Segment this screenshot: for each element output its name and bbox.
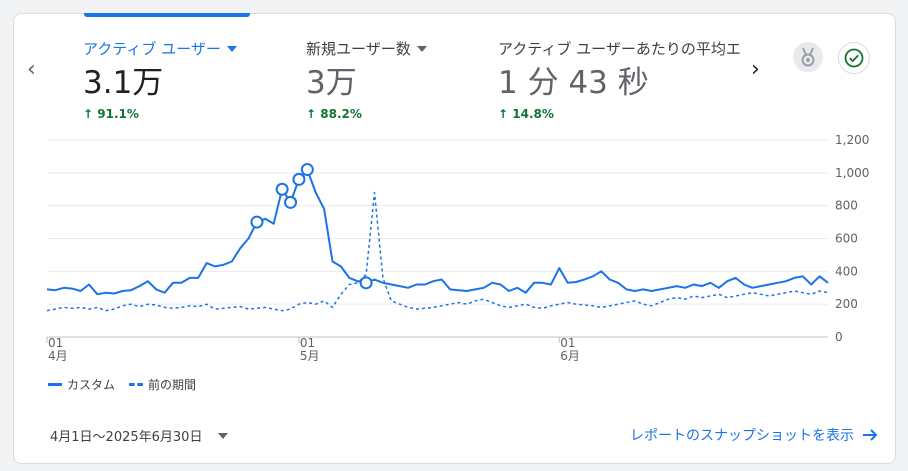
caret-down-icon xyxy=(226,45,237,52)
next-arrow-icon[interactable]: › xyxy=(751,57,760,82)
metric-tab-new-users[interactable]: 新規ユーザー数 3万 ↑ 88.2% xyxy=(306,38,427,121)
metric-delta: ↑ 88.2% xyxy=(306,107,362,121)
arrow-up-icon: ↑ xyxy=(306,107,317,121)
arrow-up-icon: ↑ xyxy=(83,107,94,121)
metric-label: 新規ユーザー数 xyxy=(306,38,427,59)
y-tick-label: 800 xyxy=(835,199,858,213)
date-range-label: 4月1日～2025年6月30日 xyxy=(50,430,203,445)
y-tick-label: 1,000 xyxy=(835,166,869,180)
metric-tab-avg-engagement[interactable]: アクティブ ユーザーあたりの平均エ 1 分 43 秒 ↑ 14.8% xyxy=(498,38,740,121)
y-tick-label: 600 xyxy=(835,232,858,246)
x-tick-day: 01 xyxy=(300,336,315,350)
y-tick-label: 400 xyxy=(835,264,858,278)
y-tick-label: 1,200 xyxy=(835,133,869,147)
metric-value: 3万 xyxy=(306,65,357,101)
active-metric-indicator xyxy=(84,13,250,17)
y-tick-label: 200 xyxy=(835,297,858,311)
x-tick-month: 6月 xyxy=(560,349,580,363)
caret-down-icon xyxy=(218,432,229,439)
metric-tab-active-users[interactable]: アクティブ ユーザー 3.1万 ↑ 91.1% xyxy=(83,38,237,121)
prev-arrow-icon[interactable]: ‹ xyxy=(27,57,36,82)
series-line-previous xyxy=(46,191,829,312)
chart-legend: カスタム 前の期間 xyxy=(48,376,196,393)
check-glyph xyxy=(844,48,864,68)
y-tick-label: 0 xyxy=(835,330,843,344)
x-tick-day: 01 xyxy=(560,336,575,350)
arrow-up-icon: ↑ xyxy=(498,107,509,121)
date-range-selector[interactable]: 4月1日～2025年6月30日 xyxy=(50,426,229,445)
x-tick-month: 4月 xyxy=(48,349,68,363)
data-point-marker xyxy=(275,182,289,196)
legend-dashed-swatch xyxy=(129,383,144,386)
metric-delta: ↑ 14.8% xyxy=(498,107,554,121)
caret-down-icon xyxy=(416,45,427,52)
data-point-marker xyxy=(359,276,373,290)
check-circle-icon[interactable] xyxy=(838,42,870,74)
data-point-marker xyxy=(250,215,264,229)
view-report-snapshot-link[interactable]: レポートのスナップショットを表示 xyxy=(630,425,878,445)
x-tick-day: 01 xyxy=(48,336,63,350)
legend-solid-swatch xyxy=(48,383,62,386)
arrow-right-icon xyxy=(863,429,878,441)
medal-glyph xyxy=(801,47,815,67)
x-tick-month: 5月 xyxy=(300,349,320,363)
data-point-marker xyxy=(292,172,306,186)
data-point-marker xyxy=(284,195,298,209)
series-line-current xyxy=(46,168,829,296)
metric-delta: ↑ 91.1% xyxy=(83,107,139,121)
metric-label: アクティブ ユーザー xyxy=(83,38,237,59)
data-point-marker xyxy=(300,163,314,177)
metric-label: アクティブ ユーザーあたりの平均エ xyxy=(498,40,740,58)
legend-item-current: カスタム xyxy=(48,376,115,393)
legend-item-previous: 前の期間 xyxy=(129,376,196,393)
medal-icon[interactable] xyxy=(793,42,823,72)
report-link-label: レポートのスナップショットを表示 xyxy=(630,428,854,444)
metric-value: 1 分 43 秒 xyxy=(498,65,649,101)
metric-value: 3.1万 xyxy=(83,65,164,101)
